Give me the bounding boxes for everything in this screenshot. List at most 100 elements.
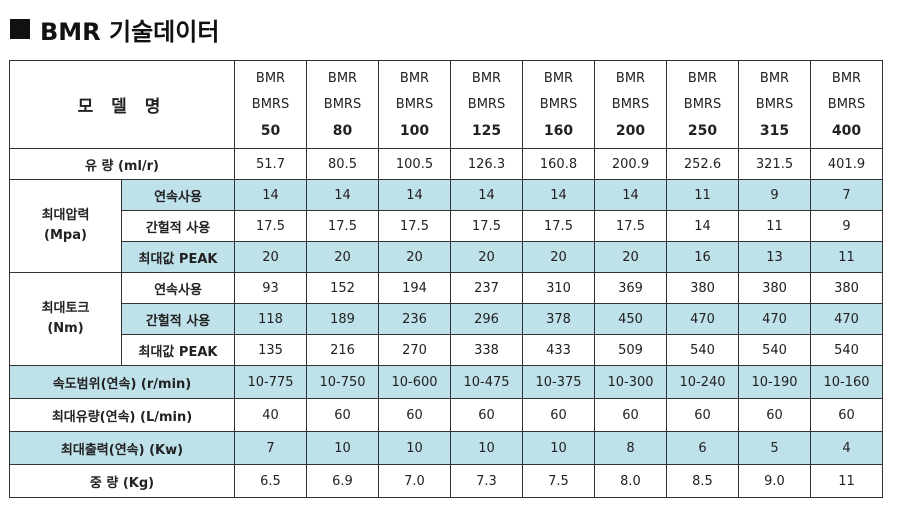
value-cell: 10-160 <box>810 365 883 399</box>
model-series-bmrs: BMRS <box>539 96 578 112</box>
value-cell: 378 <box>522 303 595 335</box>
model-header: BMR BMRS 400 <box>810 60 883 149</box>
value-cell: 7.3 <box>450 464 523 498</box>
value-cell: 10-240 <box>666 365 739 399</box>
model-header: BMR BMRS 160 <box>522 60 595 149</box>
value-cell: 60 <box>810 398 883 432</box>
row-flow: 유 량 (ml/r) 51.7 80.5 100.5 126.3 160.8 200.9 25… <box>9 148 883 180</box>
value-cell: 4 <box>810 431 883 465</box>
model-number: 160 <box>543 122 574 139</box>
value-cell: 80.5 <box>306 148 379 180</box>
row-speed: 속도범위(연속) (r/min) 10-775 10-750 10-600 10-475… <box>9 365 883 399</box>
model-header: BMR BMRS 80 <box>306 60 379 149</box>
value-cell: 14 <box>666 210 739 242</box>
value-cell: 310 <box>522 272 595 304</box>
value-cell: 126.3 <box>450 148 523 180</box>
model-series-bmr: BMR <box>543 70 574 86</box>
row-pressure-continuous: 최대압력 (Mpa) 연속사용 14 14 14 14 14 14 11 9 7 <box>9 179 883 273</box>
value-cell: 401.9 <box>810 148 883 180</box>
value-cell: 8 <box>594 431 667 465</box>
row-max_flow: 최대유량(연속) (L/min) 40 60 60 60 60 60 60 60 60 <box>9 398 883 432</box>
value-cell: 369 <box>594 272 667 304</box>
value-cell: 160.8 <box>522 148 595 180</box>
row-label-max_output: 최대출력(연속) (Kw) <box>9 431 235 465</box>
value-cell: 270 <box>378 334 451 366</box>
value-cell: 252.6 <box>666 148 739 180</box>
model-number: 400 <box>831 122 862 139</box>
group-label-torque: 최대토크 (Nm) <box>9 272 122 366</box>
value-cell: 60 <box>738 398 811 432</box>
value-cell: 17.5 <box>522 210 595 242</box>
value-cell: 152 <box>306 272 379 304</box>
sub-label-continuous: 연속사용 <box>121 272 235 304</box>
value-cell: 8.0 <box>594 464 667 498</box>
value-cell: 540 <box>810 334 883 366</box>
group-unit: (Nm) <box>47 321 84 336</box>
value-cell: 60 <box>666 398 739 432</box>
spec-table-body: 모 델 명 BMR BMRS 50 BMR BMRS 80 BMR BMRS 100 BMR BMRS… <box>9 60 883 498</box>
value-cell: 14 <box>378 179 451 211</box>
model-header: BMR BMRS 100 <box>378 60 451 149</box>
value-cell: 10 <box>378 431 451 465</box>
value-cell: 10 <box>450 431 523 465</box>
value-cell: 14 <box>450 179 523 211</box>
value-cell: 10-375 <box>522 365 595 399</box>
value-cell: 60 <box>522 398 595 432</box>
sub-label-peak: 최대값 PEAK <box>121 241 235 273</box>
model-number: 315 <box>759 122 790 139</box>
value-cell: 60 <box>594 398 667 432</box>
row-torque-intermittent: 간헐적 사용 118 189 236 296 378 450 470 470 470 <box>10 303 883 335</box>
value-cell: 450 <box>594 303 667 335</box>
value-cell: 380 <box>738 272 811 304</box>
value-cell: 93 <box>234 272 307 304</box>
model-label: 모 델 명 <box>9 60 235 149</box>
value-cell: 433 <box>522 334 595 366</box>
value-cell: 20 <box>450 241 523 273</box>
page-title-text: BMR 기술데이터 <box>40 17 220 46</box>
value-cell: 17.5 <box>378 210 451 242</box>
row-torque-continuous: 최대토크 (Nm) 연속사용 93 152 194 237 310 369 380 380 380 <box>9 272 883 366</box>
group-label-pressure: 최대압력 (Mpa) <box>9 179 122 273</box>
sub-label-intermittent: 간헐적 사용 <box>121 303 235 335</box>
value-cell: 20 <box>522 241 595 273</box>
value-cell: 20 <box>306 241 379 273</box>
value-cell: 540 <box>666 334 739 366</box>
value-cell: 7 <box>810 179 883 211</box>
value-cell: 216 <box>306 334 379 366</box>
value-cell: 20 <box>234 241 307 273</box>
model-number: 50 <box>260 122 281 139</box>
model-series-bmrs: BMRS <box>683 96 722 112</box>
model-series-bmr: BMR <box>831 70 862 86</box>
value-cell: 470 <box>738 303 811 335</box>
group-name: 최대토크 <box>41 301 90 316</box>
value-cell: 8.5 <box>666 464 739 498</box>
value-cell: 11 <box>666 179 739 211</box>
value-cell: 7 <box>234 431 307 465</box>
model-series-bmrs: BMRS <box>755 96 794 112</box>
spec-table: 모 델 명 BMR BMRS 50 BMR BMRS 80 BMR BMRS 100 BMR BMRS… <box>9 60 883 498</box>
model-series-bmrs: BMRS <box>251 96 290 112</box>
model-series-bmr: BMR <box>615 70 646 86</box>
page-title: BMR 기술데이터 <box>10 12 219 46</box>
value-cell: 17.5 <box>594 210 667 242</box>
value-cell: 11 <box>810 464 883 498</box>
value-cell: 189 <box>306 303 379 335</box>
value-cell: 60 <box>450 398 523 432</box>
value-cell: 51.7 <box>234 148 307 180</box>
value-cell: 5 <box>738 431 811 465</box>
value-cell: 14 <box>306 179 379 211</box>
model-number: 100 <box>399 122 430 139</box>
model-header: BMR BMRS 125 <box>450 60 523 149</box>
sub-label-peak: 최대값 PEAK <box>121 334 235 366</box>
model-header: BMR BMRS 315 <box>738 60 811 149</box>
value-cell: 6.5 <box>234 464 307 498</box>
value-cell: 6.9 <box>306 464 379 498</box>
value-cell: 9 <box>810 210 883 242</box>
model-series-bmrs: BMRS <box>467 96 506 112</box>
value-cell: 10-300 <box>594 365 667 399</box>
row-pressure-peak: 최대값 PEAK 20 20 20 20 20 20 16 13 11 <box>10 241 883 273</box>
model-series-bmrs: BMRS <box>323 96 362 112</box>
header-row: 모 델 명 BMR BMRS 50 BMR BMRS 80 BMR BMRS 100 BMR BMRS… <box>9 60 883 149</box>
model-series-bmrs: BMRS <box>611 96 650 112</box>
model-number: 200 <box>615 122 646 139</box>
